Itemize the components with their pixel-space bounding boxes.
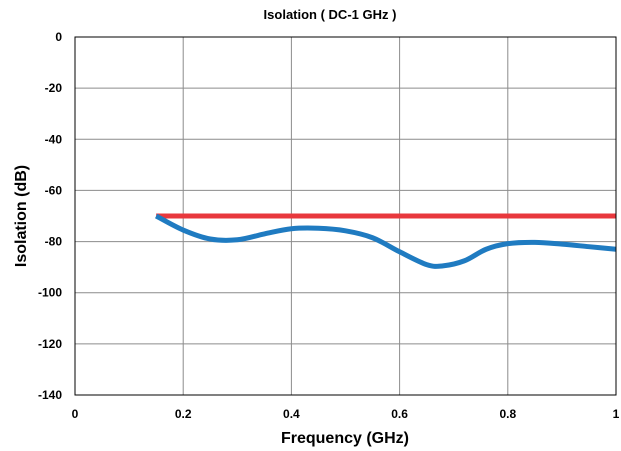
x-axis-label: Frequency (GHz): [281, 430, 409, 447]
y-tick-label: -40: [45, 132, 63, 146]
x-tick-label: 0.8: [499, 407, 516, 421]
x-tick-label: 0: [72, 407, 79, 421]
y-tick-labels: 0 -20 -40 -60 -80 -100 -120 -140: [38, 30, 62, 402]
y-axis-label: Isolation (dB): [13, 165, 30, 267]
y-tick-label: -60: [45, 183, 63, 197]
x-tick-labels: 0 0.2 0.4 0.6 0.8 1: [72, 407, 620, 421]
y-tick-label: -120: [38, 337, 62, 351]
y-tick-label: -100: [38, 286, 62, 300]
chart-title: Isolation ( DC-1 GHz ): [264, 7, 397, 22]
x-tick-label: 0.4: [283, 407, 300, 421]
y-tick-label: -20: [45, 81, 63, 95]
blue-isolation-curve: [154, 213, 617, 269]
plot-frame: [74, 36, 617, 396]
x-tick-label: 0.6: [391, 407, 408, 421]
y-tick-label: 0: [55, 30, 62, 44]
y-tick-label: -140: [38, 388, 62, 402]
y-tick-label: -80: [45, 235, 63, 249]
x-tick-label: 0.2: [175, 407, 192, 421]
series-layer: [154, 213, 617, 269]
x-tick-label: 1: [613, 407, 620, 421]
